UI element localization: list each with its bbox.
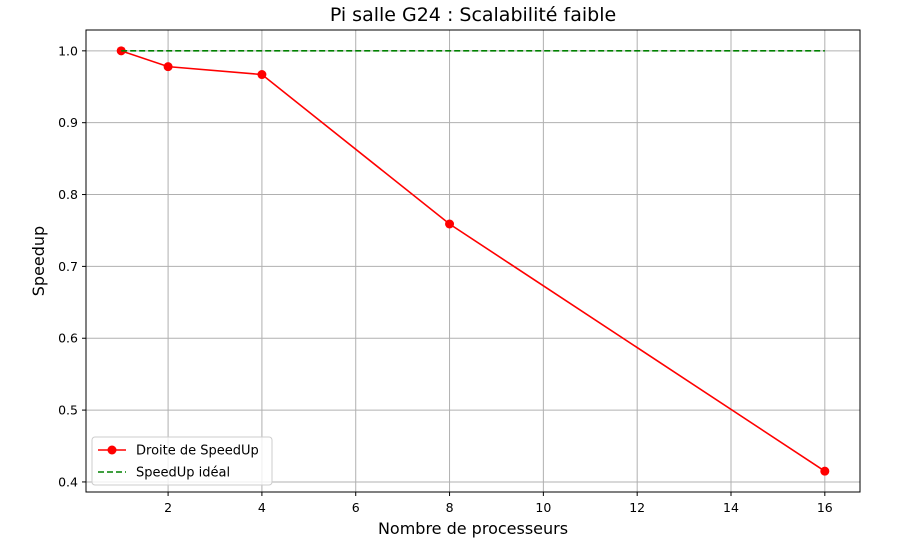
data-point bbox=[257, 70, 267, 80]
series-layer bbox=[116, 46, 830, 476]
legend-item: SpeedUp idéal bbox=[98, 466, 230, 481]
grid-layer bbox=[86, 30, 860, 492]
x-tick-label: 8 bbox=[446, 500, 454, 515]
legend-label: Droite de SpeedUp bbox=[136, 444, 259, 459]
legend-box bbox=[91, 436, 273, 486]
legend-items: Droite de SpeedUp SpeedUp idéal bbox=[98, 444, 259, 481]
y-tick-label: 0.8 bbox=[58, 187, 78, 202]
legend-label: SpeedUp idéal bbox=[136, 466, 230, 481]
x-axis-title: Nombre de processeurs bbox=[378, 519, 568, 538]
x-tick-label: 4 bbox=[258, 500, 266, 515]
chart-title: Pi salle G24 : Scalabilité faible bbox=[330, 4, 616, 26]
x-tick-label: 10 bbox=[535, 500, 551, 515]
x-tick-label: 12 bbox=[629, 500, 645, 515]
y-axis-title: Speedup bbox=[29, 226, 48, 296]
legend-marker bbox=[107, 445, 117, 455]
y-tick-label: 0.6 bbox=[58, 331, 78, 346]
y-tick-label: 1.0 bbox=[58, 43, 78, 58]
x-tick-label: 16 bbox=[817, 500, 833, 515]
y-tick-label: 0.4 bbox=[58, 474, 78, 489]
series-speedup bbox=[116, 46, 830, 476]
series-line bbox=[120, 50, 826, 472]
legend: Droite de SpeedUp SpeedUp idéal bbox=[91, 436, 273, 486]
y-tick-label: 0.7 bbox=[58, 259, 78, 274]
ticks-layer: 2 4 6 8 10 12 14 16 0.4 0.5 0.6 0.7 0.8 0.9 1.0 bbox=[58, 43, 833, 515]
data-point bbox=[163, 62, 173, 72]
plot-frame bbox=[85, 29, 861, 493]
x-tick-label: 14 bbox=[723, 500, 739, 515]
y-tick-label: 0.9 bbox=[58, 115, 78, 130]
legend-item: Droite de SpeedUp bbox=[98, 444, 259, 459]
data-point bbox=[445, 219, 455, 229]
data-point bbox=[820, 466, 830, 476]
y-tick-label: 0.5 bbox=[58, 403, 78, 418]
x-tick-label: 2 bbox=[164, 500, 172, 515]
x-tick-label: 6 bbox=[352, 500, 360, 515]
